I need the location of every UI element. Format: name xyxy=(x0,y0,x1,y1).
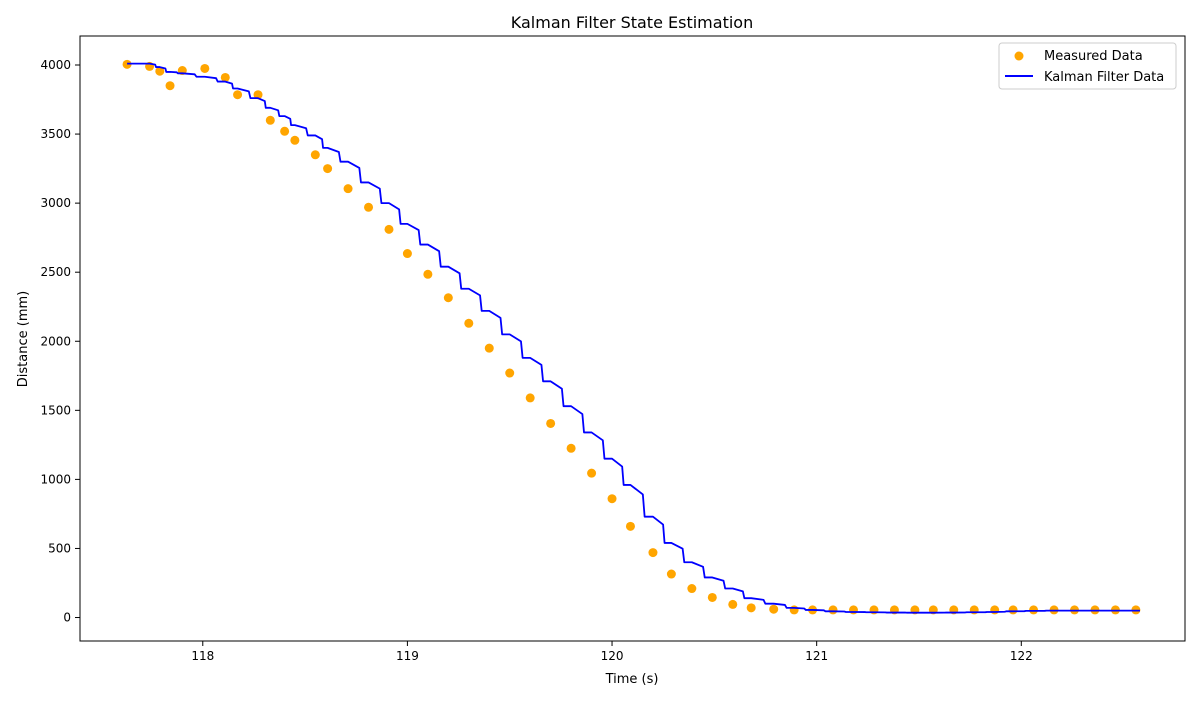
measured-point xyxy=(687,584,697,594)
y-tick-label: 2500 xyxy=(40,265,71,279)
measured-point xyxy=(728,599,738,609)
measured-point xyxy=(587,468,597,478)
x-tick-label: 121 xyxy=(805,649,828,663)
kalman-filter-line xyxy=(127,62,1140,614)
measured-point xyxy=(1008,605,1018,615)
measured-point xyxy=(464,318,474,328)
plot-area: 118 119 120 121 122 0 500 1000 1500 2000 2500 3000 3… xyxy=(40,35,1186,663)
measured-point xyxy=(364,202,374,212)
measured-point xyxy=(648,548,658,558)
legend-box xyxy=(998,42,1177,90)
measured-point xyxy=(253,90,263,100)
measured-point xyxy=(828,605,838,615)
x-tick-label: 120 xyxy=(601,649,624,663)
measured-point xyxy=(323,164,333,174)
x-tick-label: 118 xyxy=(191,649,214,663)
y-tick-label: 4000 xyxy=(40,58,71,72)
measured-point xyxy=(384,224,394,234)
measured-point xyxy=(607,494,617,504)
measured-point xyxy=(443,293,453,303)
measured-point xyxy=(789,605,799,615)
y-tick-label: 3000 xyxy=(40,196,71,210)
measured-point xyxy=(220,72,230,82)
y-tick-label: 3500 xyxy=(40,127,71,141)
measured-point xyxy=(265,115,275,125)
x-axis-label: Time (s) xyxy=(605,672,659,687)
measured-point xyxy=(233,90,243,100)
x-tick-label: 122 xyxy=(1010,649,1033,663)
measured-point xyxy=(746,603,756,613)
y-tick-label: 0 xyxy=(63,611,71,625)
y-tick-label: 1500 xyxy=(40,403,71,417)
y-axis-label: Distance (mm) xyxy=(16,291,31,387)
measured-point xyxy=(566,443,576,453)
measured-point xyxy=(1029,605,1039,615)
measured-point xyxy=(290,135,300,145)
y-tick-label: 1000 xyxy=(40,472,71,486)
chart-title: Kalman Filter State Estimation xyxy=(511,13,753,32)
measured-point xyxy=(402,249,412,259)
measured-point xyxy=(200,63,210,73)
measured-point xyxy=(849,605,858,615)
measured-point xyxy=(525,393,535,403)
measured-point xyxy=(310,150,320,160)
measured-point xyxy=(990,605,1000,615)
measured-point xyxy=(546,418,556,428)
measured-point xyxy=(505,368,515,378)
measured-point xyxy=(625,521,635,531)
measured-point xyxy=(155,66,165,76)
measured-point xyxy=(343,184,353,194)
measured-point xyxy=(484,343,494,353)
legend-label-kalman: Kalman Filter Data xyxy=(1044,70,1164,85)
chart-legend: Measured Data Kalman Filter Data xyxy=(998,42,1177,90)
legend-marker-measured xyxy=(1014,51,1024,61)
axes-frame xyxy=(79,35,1186,642)
y-tick-label: 2000 xyxy=(40,334,71,348)
measured-point xyxy=(280,126,290,136)
x-tick-label: 119 xyxy=(396,649,419,663)
y-tick-label: 500 xyxy=(48,541,71,555)
measured-point xyxy=(423,269,433,279)
measured-point xyxy=(165,81,175,91)
measured-point xyxy=(707,592,717,602)
measured-point xyxy=(769,604,779,614)
measured-point xyxy=(666,569,676,579)
legend-label-measured: Measured Data xyxy=(1044,49,1143,64)
